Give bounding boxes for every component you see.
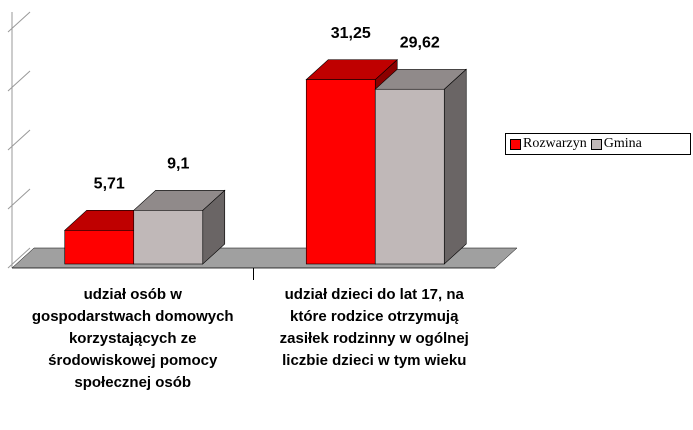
value-label: 9,1 [167,156,189,173]
value-label: 31,25 [331,25,371,42]
y-tick [7,129,31,151]
bar [305,79,376,265]
legend-label: Rozwarzyn [523,136,587,151]
x-tick-label: udział dzieci do lat 17, na które rodzic… [279,286,469,369]
legend-label: Gmina [603,136,642,151]
bar [133,210,204,265]
legend-item: Gmina [590,136,642,152]
value-label: 29,62 [400,34,440,51]
y-tick [7,11,31,33]
legend-swatch [510,138,521,150]
bar [64,230,135,265]
y-tick [7,70,31,92]
y-tick [7,247,31,269]
x-tick-label: udział osób w gospodarstwach domowych ko… [31,286,234,391]
legend: Rozwarzyn Gmina [505,133,691,155]
value-label: 5,71 [94,176,125,193]
y-tick [7,188,31,210]
legend-swatch [590,138,602,150]
legend-item: Rozwarzyn [510,136,587,152]
bar-side [443,68,467,265]
bar [374,88,445,265]
